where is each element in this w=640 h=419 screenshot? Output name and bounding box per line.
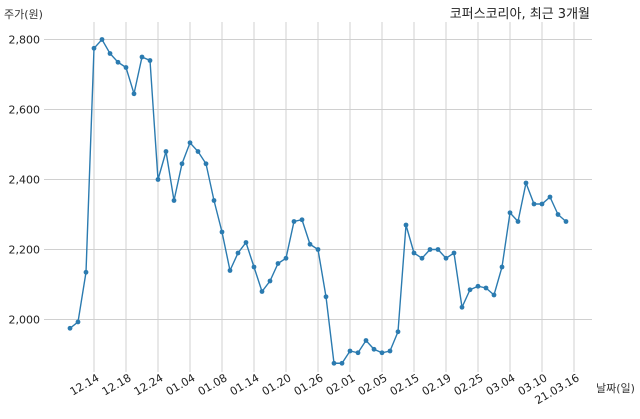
- grid: [44, 22, 592, 372]
- data-point: [123, 65, 129, 70]
- chart-title: 코퍼스코리아, 최근 3개월: [450, 7, 590, 22]
- data-point: [387, 348, 393, 354]
- data-point: [395, 329, 401, 335]
- data-point: [67, 325, 73, 331]
- data-point: [331, 360, 337, 366]
- data-point: [291, 219, 297, 224]
- data-point: [379, 350, 385, 356]
- x-tick-label: 02.15: [388, 371, 422, 398]
- x-tick-label: 02.05: [356, 371, 390, 398]
- data-point: [507, 210, 513, 216]
- data-point: [515, 219, 521, 224]
- data-point: [155, 177, 161, 182]
- data-point: [227, 268, 233, 273]
- series-price: [67, 37, 569, 366]
- data-point: [499, 264, 505, 270]
- data-point: [523, 180, 529, 186]
- data-point: [211, 198, 217, 203]
- data-point: [459, 304, 465, 310]
- data-point: [75, 319, 81, 325]
- data-point: [283, 255, 289, 261]
- x-tick-label: 02.19: [420, 371, 454, 398]
- y-tick-label: 2,600: [9, 104, 41, 117]
- data-point: [483, 285, 489, 291]
- data-point: [163, 149, 169, 154]
- y-tick-label: 2,000: [9, 314, 41, 327]
- data-point: [187, 140, 193, 146]
- data-point: [99, 37, 105, 42]
- labels: 주가(원) 코퍼스코리아, 최근 3개월 날짜(일): [4, 7, 635, 395]
- x-tick-label: 12.24: [132, 371, 166, 398]
- data-point: [363, 338, 369, 343]
- data-point: [411, 250, 417, 256]
- x-tick-label: 01.20: [260, 371, 294, 398]
- data-point: [139, 54, 145, 60]
- data-point: [323, 294, 329, 300]
- data-point: [315, 247, 321, 252]
- data-point: [555, 212, 561, 217]
- data-point: [539, 201, 545, 207]
- data-point: [307, 241, 313, 247]
- data-point: [435, 247, 441, 252]
- data-point: [299, 217, 305, 223]
- data-point: [179, 161, 185, 167]
- y-tick-label: 2,800: [9, 34, 41, 47]
- data-point: [427, 247, 433, 252]
- x-tick-label: 03.04: [484, 371, 518, 398]
- data-point: [275, 261, 281, 266]
- data-point: [451, 250, 457, 256]
- data-point: [443, 255, 449, 261]
- data-point: [267, 278, 273, 284]
- y-tick-label: 2,200: [9, 244, 41, 257]
- x-tick-label: 01.14: [228, 371, 262, 398]
- data-point: [171, 198, 177, 203]
- data-point: [243, 240, 249, 245]
- data-point: [371, 346, 377, 352]
- data-point: [467, 287, 473, 293]
- data-point: [531, 201, 537, 207]
- data-point: [355, 350, 361, 356]
- y-tick-label: 2,400: [9, 174, 41, 187]
- x-tick-label: 02.25: [452, 371, 486, 398]
- data-point: [563, 219, 569, 224]
- data-point: [107, 51, 113, 56]
- data-point: [347, 348, 353, 354]
- data-point: [83, 269, 89, 275]
- data-point: [147, 58, 153, 63]
- data-point: [235, 250, 241, 256]
- data-point: [403, 222, 409, 228]
- x-tick-label: 12.14: [68, 371, 102, 398]
- data-point: [115, 59, 121, 65]
- x-tick-label: 01.26: [292, 371, 326, 398]
- data-point: [251, 264, 257, 270]
- data-point: [219, 229, 225, 235]
- x-tick-label: 01.04: [164, 371, 198, 398]
- data-point: [203, 161, 209, 167]
- x-tick-label: 12.18: [100, 371, 134, 398]
- y-axis-label: 주가(원): [4, 8, 43, 21]
- x-tick-label: 02.01: [324, 371, 358, 398]
- data-point: [547, 194, 553, 200]
- data-point: [491, 292, 497, 298]
- data-point: [419, 255, 425, 261]
- x-tick-label: 01.08: [196, 371, 230, 398]
- data-point: [91, 45, 97, 51]
- data-point: [131, 91, 137, 97]
- data-point: [475, 283, 481, 289]
- data-point: [259, 289, 265, 294]
- data-point: [195, 149, 201, 154]
- x-axis-label: 날짜(일): [596, 381, 635, 395]
- data-point: [339, 360, 345, 366]
